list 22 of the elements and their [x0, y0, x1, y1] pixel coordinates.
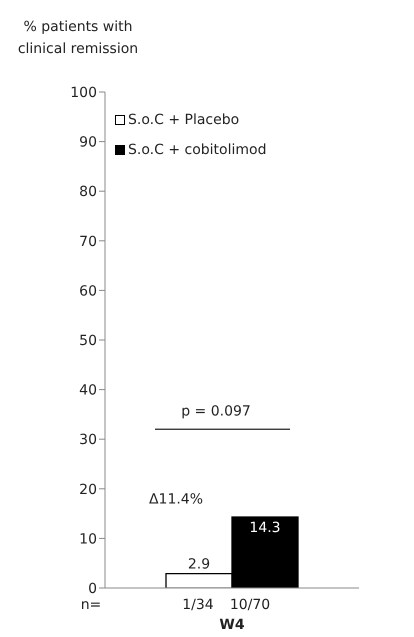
y-tick-label: 80 [79, 184, 97, 200]
data-label: 14.3 [249, 520, 281, 536]
annotation: Δ11.4% [148, 492, 204, 508]
y-tick-label: 20 [79, 482, 97, 498]
y-axis-title: % patients with clinical remission [16, 18, 140, 59]
x-tick-label: W4 [219, 617, 245, 633]
y-tick-label: 10 [79, 531, 97, 548]
y-tick-label: 90 [79, 134, 97, 151]
y-tick-label: 60 [79, 283, 97, 300]
text: n= [80, 597, 102, 613]
y-tick-label: 70 [79, 234, 97, 250]
y-tick-label: 40 [79, 382, 97, 399]
text: 1/34 [182, 597, 214, 613]
y-tick-label: 100 [70, 84, 97, 101]
legend-label: S.o.C + Placebo [128, 112, 240, 128]
y-tick-label: 0 [88, 580, 97, 597]
text: 10/70 [230, 597, 270, 613]
y-tick-label: 30 [79, 432, 97, 448]
annotation: p = 0.097 [181, 403, 251, 420]
data-label: 2.9 [188, 556, 210, 573]
legend-label: S.o.C + cobitolimod [128, 142, 266, 158]
y-tick-label: 50 [79, 332, 97, 349]
